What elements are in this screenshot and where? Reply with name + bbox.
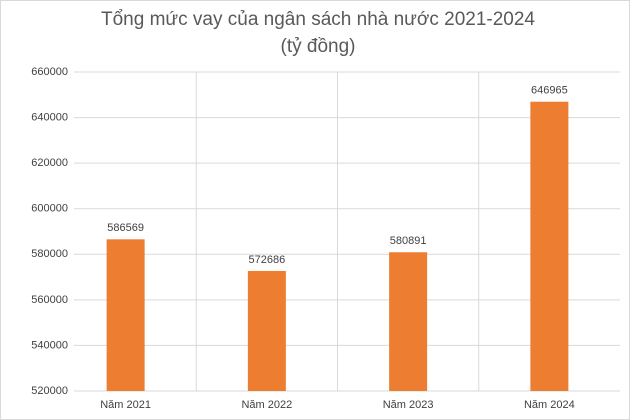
data-label: 646965 [531,85,568,97]
chart-title: Tổng mức vay của ngân sách nhà nước 2021… [101,9,535,30]
bar [106,239,145,391]
x-tick-label: Năm 2022 [241,399,292,411]
y-tick-label: 520000 [31,385,68,397]
data-label: 572686 [249,254,286,266]
x-tick-label: Năm 2024 [524,399,575,411]
y-tick-label: 580000 [31,248,68,260]
y-tick-label: 560000 [31,294,68,306]
bar [530,101,569,392]
chart-subtitle: (tỷ đồng) [281,36,356,57]
bar [247,270,286,391]
y-tick-label: 620000 [31,157,68,169]
data-label: 580891 [390,235,427,247]
x-tick-label: Năm 2023 [383,399,434,411]
x-tick-label: Năm 2021 [100,399,151,411]
y-tick-label: 640000 [31,111,68,123]
y-tick-label: 600000 [31,203,68,215]
data-label: 586569 [107,222,144,234]
bar [389,252,428,391]
y-tick-label: 660000 [31,66,68,78]
y-tick-label: 540000 [31,339,68,351]
